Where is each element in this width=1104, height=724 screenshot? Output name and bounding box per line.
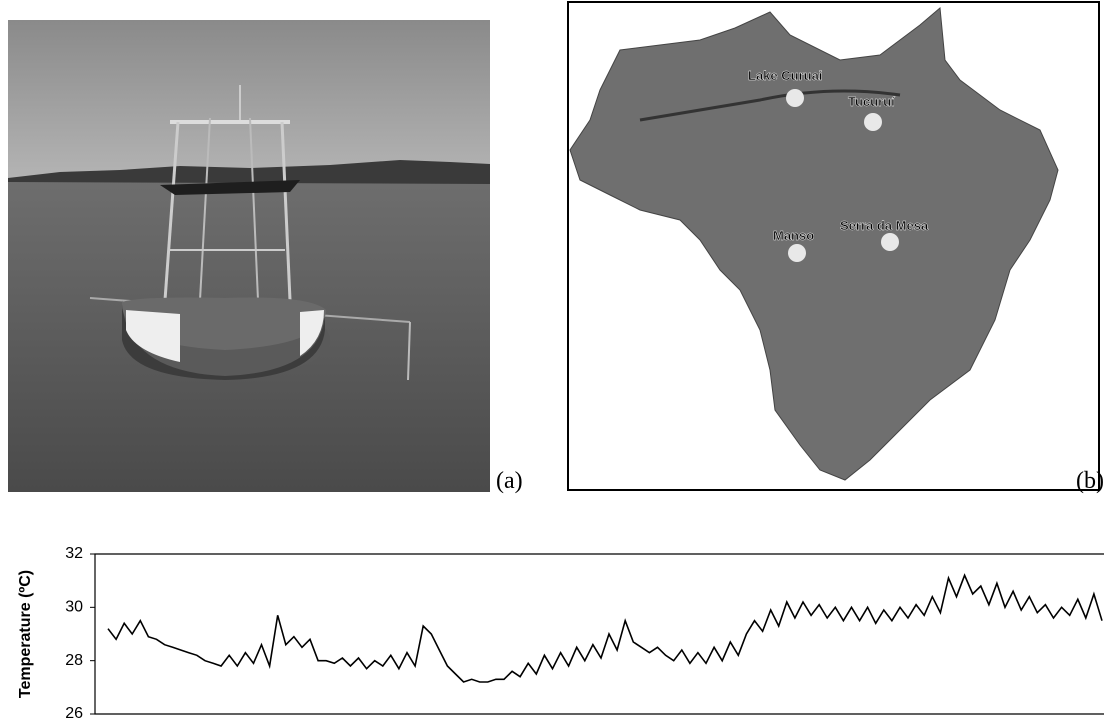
site-label: Manso (773, 228, 814, 243)
page: {"figure": { "panel_a": {"label": "(a)"}… (0, 0, 1104, 724)
plot-frame (95, 554, 1104, 714)
buoy-photo (8, 20, 490, 492)
y-tick-label: 28 (65, 652, 83, 669)
figure: (a) Lake Curuai Tucuruí Manso Serra da M… (0, 0, 1104, 724)
y-tick-label: 32 (65, 545, 83, 562)
panel-label: (b) (1076, 468, 1104, 494)
panel-label: (a) (496, 468, 523, 494)
temperature-line (108, 575, 1102, 682)
y-tick-label: 26 (65, 705, 83, 722)
site-label: Lake Curuai (748, 68, 822, 83)
y-axis-title: Temperature (ºC) (17, 570, 34, 698)
site-label: Tucuruí (848, 94, 895, 109)
chart: Temperature (ºC) (17, 554, 1104, 714)
y-tick-label: 30 (65, 599, 83, 616)
site-label: Serra da Mesa (840, 218, 929, 233)
